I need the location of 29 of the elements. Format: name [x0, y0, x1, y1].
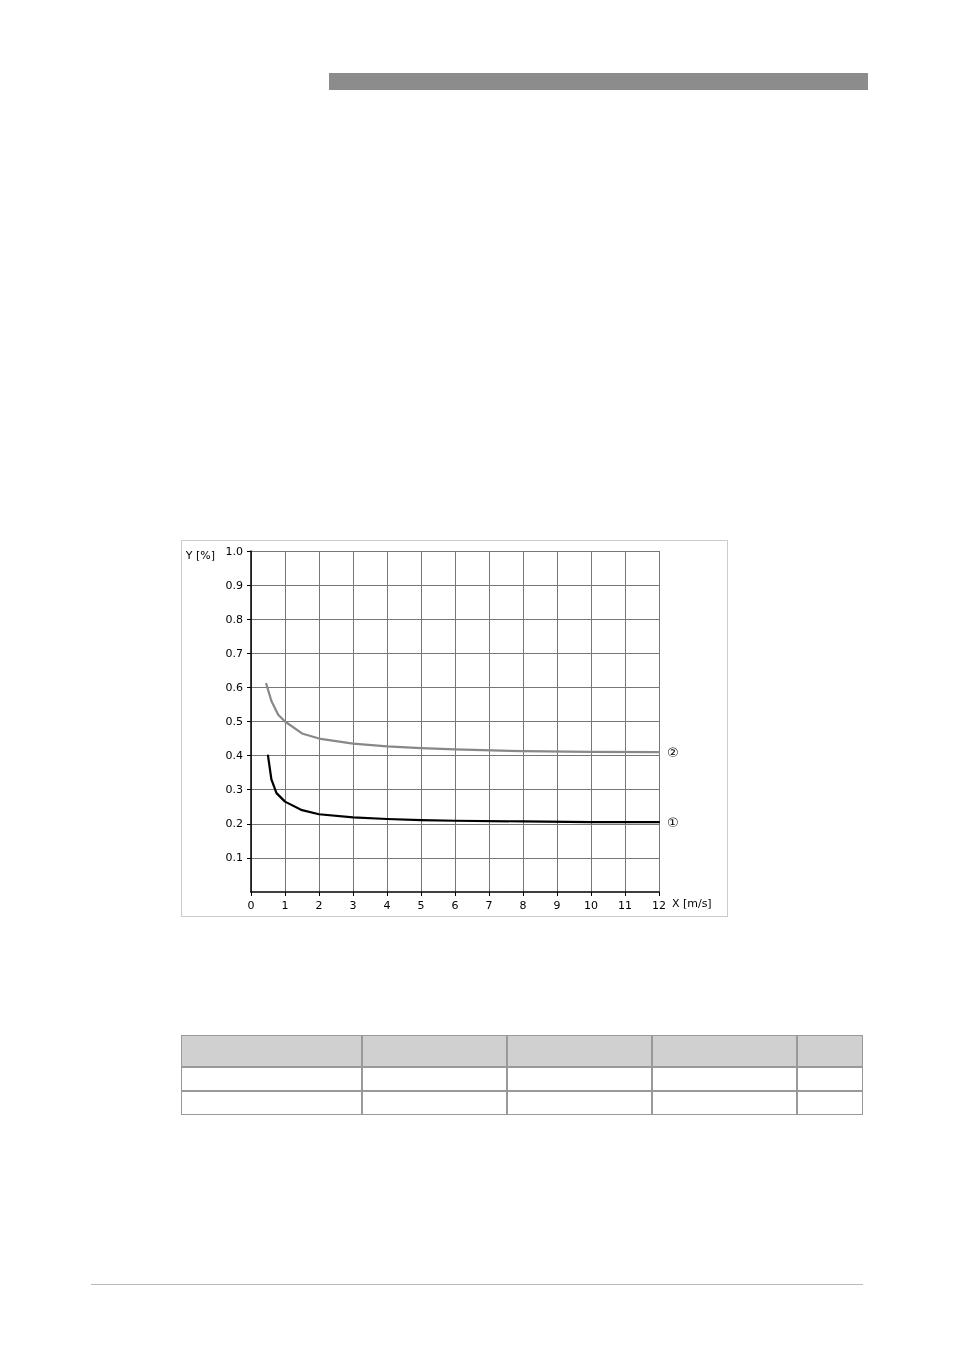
x-tick-label: 12 [652, 899, 666, 912]
line-series [266, 754, 661, 824]
x-tick-label: 9 [553, 899, 561, 912]
x-tick-label: 6 [451, 899, 459, 912]
x-axis-title: X [m/s] [671, 897, 712, 910]
x-tick-label: 0 [247, 899, 255, 912]
y-tick-label: 0.5 [225, 715, 243, 728]
y-tick-label: 0.4 [225, 749, 243, 763]
series-label: ② [667, 744, 679, 760]
x-tick-label: 2 [315, 899, 323, 912]
line-series [265, 682, 661, 754]
x-tick-label: 5 [417, 899, 425, 912]
series-label: ① [667, 814, 679, 830]
y-tick-label: 1.0 [225, 544, 243, 558]
x-tick-label: 7 [485, 899, 493, 912]
x-tick-label: 10 [584, 899, 598, 912]
y-tick-label: 0.1 [225, 851, 243, 865]
x-tick-label: 3 [349, 899, 357, 912]
y-tick-label: 0.2 [225, 817, 243, 831]
x-tick-label: 4 [383, 899, 391, 912]
x-tick-label: 11 [618, 899, 632, 912]
x-tick-label: 8 [519, 899, 527, 912]
y-tick-label: 0.7 [225, 646, 243, 660]
y-tick-label: 0.8 [225, 612, 243, 626]
x-tick-label: 1 [281, 899, 289, 912]
y-axis-title: Y [%] [184, 549, 215, 562]
y-tick-label: 0.6 [225, 680, 243, 694]
y-tick-label: 0.3 [225, 783, 243, 797]
y-tick-label: 0.9 [225, 578, 243, 592]
